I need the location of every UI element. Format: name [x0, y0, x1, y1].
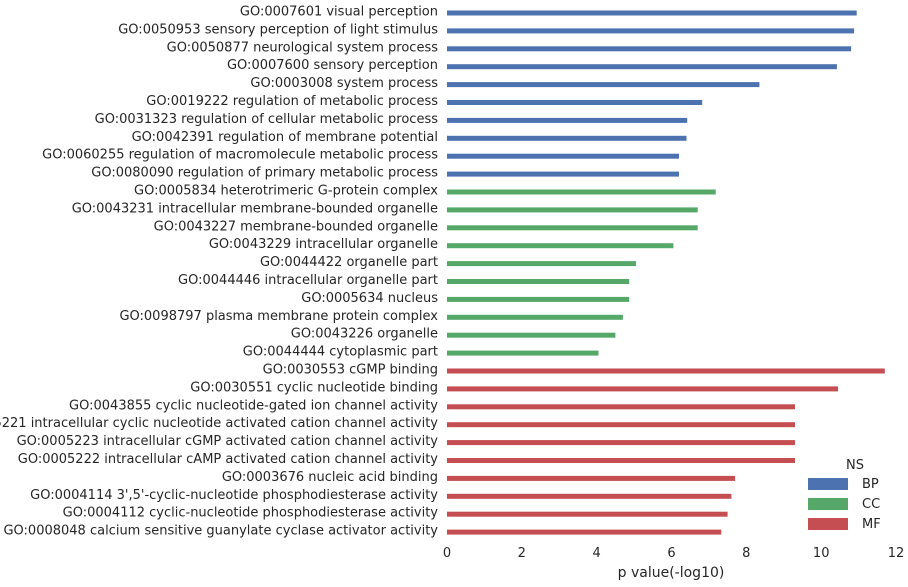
legend-swatch-mf	[808, 518, 848, 530]
category-label-1: GO:0050953 sensory perception of light s…	[118, 22, 438, 37]
bar-7	[447, 135, 687, 141]
bar-20	[447, 368, 885, 374]
category-label-14: GO:0044422 organelle part	[260, 255, 438, 270]
legend-swatch-cc	[808, 498, 848, 510]
category-label-27: GO:0004114 3',5'-cyclic-nucleotide phosp…	[30, 488, 438, 503]
bar-25	[447, 458, 795, 463]
category-label-23: GO:0005221 intracellular cyclic nucleoti…	[0, 416, 438, 431]
category-label-6: GO:0031323 regulation of cellular metabo…	[95, 112, 439, 127]
bar-22	[447, 404, 795, 410]
x-axis-title: p value(-log10)	[618, 565, 725, 581]
bar-9	[447, 171, 679, 177]
x-tick-label-1: 2	[518, 546, 526, 561]
x-tick-label-3: 6	[667, 546, 675, 561]
bar-3	[447, 64, 837, 70]
bar-29	[447, 529, 722, 535]
bar-2	[447, 46, 852, 52]
bar-11	[447, 207, 698, 213]
category-label-12: GO:0043227 membrane-bounded organelle	[154, 219, 438, 234]
bar-6	[447, 117, 688, 123]
category-label-17: GO:0098797 plasma membrane protein compl…	[119, 309, 438, 324]
bar-1	[447, 28, 855, 34]
bar-18	[447, 332, 616, 338]
category-label-21: GO:0030551 cyclic nucleotide binding	[190, 380, 438, 395]
legend-swatch-bp	[808, 478, 848, 490]
category-label-8: GO:0060255 regulation of macromolecule m…	[42, 148, 438, 163]
bar-4	[447, 82, 760, 88]
x-axis-ticks: 0 2 4 6 8 10 12	[443, 546, 904, 561]
bar-13	[447, 243, 674, 249]
bar-23	[447, 422, 795, 428]
bar-8	[447, 153, 679, 159]
category-label-24: GO:0005223 intracellular cGMP activated …	[17, 434, 439, 449]
bar-17	[447, 314, 623, 320]
bar-10	[447, 189, 716, 195]
x-tick-label-5: 10	[813, 546, 830, 561]
bars-group	[447, 10, 885, 535]
bar-12	[447, 225, 698, 231]
category-label-20: GO:0030553 cGMP binding	[263, 363, 438, 378]
category-label-11: GO:0043231 intracellular membrane-bounde…	[72, 201, 438, 216]
category-label-29: GO:0008048 calcium sensitive guanylate c…	[3, 524, 438, 539]
bar-5	[447, 100, 703, 105]
category-label-15: GO:0044446 intracellular organelle part	[178, 273, 438, 288]
category-label-7: GO:0042391 regulation of membrane potent…	[132, 130, 438, 145]
category-label-13: GO:0043229 intracellular organelle	[209, 237, 438, 252]
bar-28	[447, 511, 728, 517]
bar-0	[447, 10, 857, 16]
x-tick-label-0: 0	[443, 546, 451, 561]
bar-27	[447, 493, 732, 499]
legend-label-bp: BP	[862, 477, 879, 492]
category-label-0: GO:0007601 visual perception	[240, 5, 438, 20]
x-tick-label-4: 8	[742, 546, 750, 561]
bar-24	[447, 440, 795, 446]
category-label-22: GO:0043855 cyclic nucleotide-gated ion c…	[69, 398, 438, 413]
bar-19	[447, 350, 599, 356]
x-tick-label-2: 4	[593, 546, 601, 561]
category-label-5: GO:0019222 regulation of metabolic proce…	[146, 94, 438, 109]
category-label-16: GO:0005634 nucleus	[301, 291, 438, 306]
category-label-28: GO:0004112 cyclic-nucleotide phosphodies…	[63, 506, 439, 521]
category-label-26: GO:0003676 nucleic acid binding	[222, 470, 438, 485]
category-label-18: GO:0043226 organelle	[291, 327, 438, 342]
bar-26	[447, 475, 736, 481]
bar-16	[447, 296, 630, 302]
bar-21	[447, 386, 838, 392]
category-label-25: GO:0005222 intracellular cAMP activated …	[18, 452, 439, 467]
legend-label-cc: CC	[862, 497, 880, 512]
bar-15	[447, 279, 630, 284]
legend: NS BP CC MF	[808, 458, 881, 532]
category-label-2: GO:0050877 neurological system process	[167, 40, 439, 55]
category-label-9: GO:0080090 regulation of primary metabol…	[91, 166, 438, 181]
category-label-4: GO:0003008 system process	[250, 76, 438, 91]
category-label-10: GO:0005834 heterotrimeric G-protein comp…	[134, 184, 438, 199]
category-label-19: GO:0044444 cytoplasmic part	[243, 345, 438, 360]
category-label-3: GO:0007600 sensory perception	[227, 58, 438, 73]
bar-14	[447, 261, 636, 267]
legend-label-mf: MF	[862, 517, 881, 532]
category-labels: GO:0007601 visual perception GO:0050953 s…	[0, 5, 438, 539]
legend-title: NS	[846, 458, 864, 473]
x-tick-label-6: 12	[888, 546, 905, 561]
